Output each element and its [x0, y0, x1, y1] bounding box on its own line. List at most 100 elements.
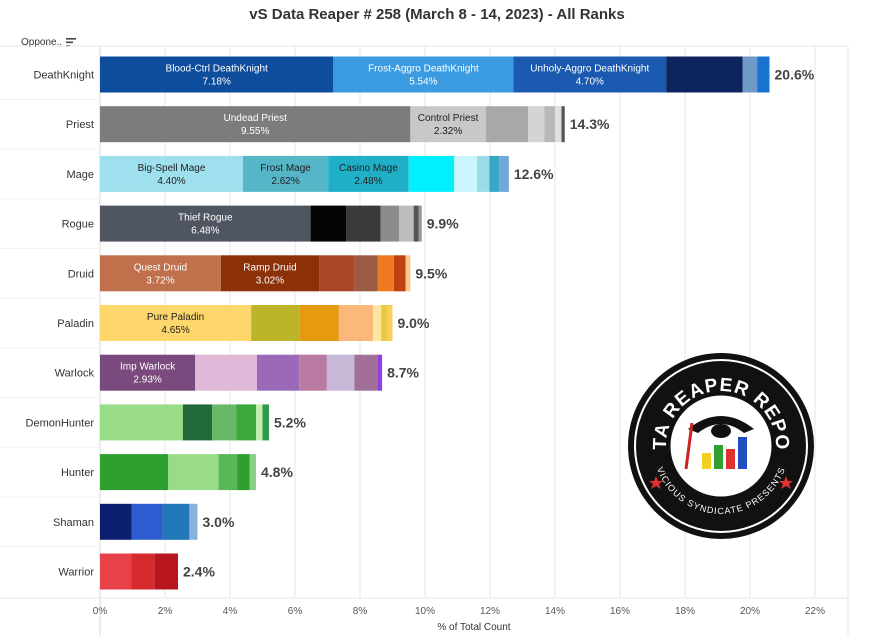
bar-segment [256, 354, 300, 391]
bar-segment [251, 305, 300, 341]
segment-value-label: 9.55% [241, 126, 269, 137]
bar-segment [212, 404, 237, 441]
bar-segment [757, 56, 770, 93]
bar-segment [182, 404, 213, 441]
category-label: Warlock [55, 368, 95, 380]
total-label: 14.3% [570, 116, 610, 132]
bar-segment [299, 305, 339, 341]
bar-segment [410, 106, 486, 143]
bar-segment [328, 155, 409, 192]
bar-segment [168, 454, 219, 491]
bar-segment [100, 404, 183, 441]
bar-segment [666, 56, 743, 93]
segment-label: Unholy-Aggro DeathKnight [530, 64, 649, 75]
total-label: 9.5% [415, 265, 447, 281]
total-label: 5.2% [274, 414, 306, 430]
bar-segment [218, 454, 238, 491]
bar-segment [326, 354, 355, 391]
x-tick-label: 2% [158, 606, 173, 617]
bar-segment [299, 354, 327, 391]
bar-segment [319, 255, 355, 292]
segment-label: Frost Mage [260, 163, 311, 174]
segment-value-label: 3.72% [146, 275, 174, 286]
bar-segment [162, 503, 190, 540]
bar-segment [387, 305, 393, 341]
segment-label: Pure Paladin [147, 312, 204, 323]
x-tick-label: 18% [675, 606, 695, 617]
bar-segment [454, 155, 477, 192]
total-label: 9.9% [427, 216, 459, 232]
bar-segment [485, 106, 529, 143]
segment-value-label: 6.48% [191, 226, 219, 237]
bar-segment [354, 255, 378, 292]
category-label: Priest [66, 119, 94, 131]
bar-segment [237, 454, 250, 491]
bar-segment [220, 255, 320, 292]
bar-segment [100, 503, 132, 540]
bar-segment [408, 155, 455, 192]
bar-segment [489, 155, 500, 192]
x-tick-label: 22% [805, 606, 825, 617]
total-label: 4.8% [261, 464, 293, 480]
bar-segment [742, 56, 758, 93]
bar-segment [413, 205, 419, 242]
bar-segment [555, 106, 562, 143]
segment-label: Quest Druid [134, 262, 187, 273]
segment-label: Ramp Druid [243, 262, 296, 273]
category-label: Shaman [53, 517, 94, 529]
bar-segment [405, 255, 411, 292]
category-label: Mage [66, 169, 94, 181]
bar-segment [380, 205, 399, 242]
total-label: 20.6% [775, 67, 815, 83]
segment-label: Control Priest [418, 113, 479, 124]
category-label: DemonHunter [26, 417, 95, 429]
segment-value-label: 3.02% [256, 275, 284, 286]
star-icon [649, 476, 793, 489]
bar-segment [338, 305, 373, 341]
category-label: Druid [68, 268, 94, 280]
bar-segment [544, 106, 555, 143]
x-tick-label: 16% [610, 606, 630, 617]
data-reaper-report-logo: DATA REAPER REPORT VICIOUS SYNDICATE PRE… [626, 351, 814, 539]
bar-segment [131, 553, 155, 590]
total-label: 8.7% [387, 365, 419, 381]
x-tick-label: 12% [480, 606, 500, 617]
segment-value-label: 4.40% [157, 176, 185, 187]
bar-segment [236, 404, 256, 441]
bar-segment [354, 354, 378, 391]
opponent-filter-label: Oppone.. [21, 37, 63, 48]
segment-label: Big-Spell Mage [138, 163, 206, 174]
bar-segment [100, 56, 334, 93]
bar-segment [513, 56, 667, 93]
bar-segment [256, 404, 263, 441]
bar-chart-icon [702, 437, 747, 469]
bar-segment [499, 155, 509, 192]
category-label: DeathKnight [33, 70, 94, 82]
segment-label: Undead Priest [224, 113, 288, 124]
category-label: Paladin [57, 318, 94, 330]
bar-segment [249, 454, 256, 491]
segment-value-label: 7.18% [202, 77, 230, 88]
segment-label: Frost-Aggro DeathKnight [368, 64, 479, 75]
bar-segment [418, 205, 422, 242]
total-label: 12.6% [514, 166, 554, 182]
bar-segment [477, 155, 490, 192]
bar-segment [100, 255, 221, 292]
segment-label: Casino Mage [339, 163, 398, 174]
bar-segment [528, 106, 545, 143]
bar-segment [393, 255, 406, 292]
bar-segment [100, 454, 169, 491]
bar-segment [262, 404, 269, 441]
bar-segment [100, 205, 311, 242]
x-tick-label: 6% [288, 606, 303, 617]
bar-segment [189, 503, 198, 540]
bar-segment [100, 354, 196, 391]
bar-segment [154, 553, 178, 590]
category-label: Hunter [61, 467, 94, 479]
category-label: Warrior [58, 567, 94, 579]
bar-segment [100, 553, 132, 590]
bar-segment [195, 354, 257, 391]
x-axis-label: % of Total Count [437, 622, 511, 633]
segment-label: Thief Rogue [178, 213, 233, 224]
